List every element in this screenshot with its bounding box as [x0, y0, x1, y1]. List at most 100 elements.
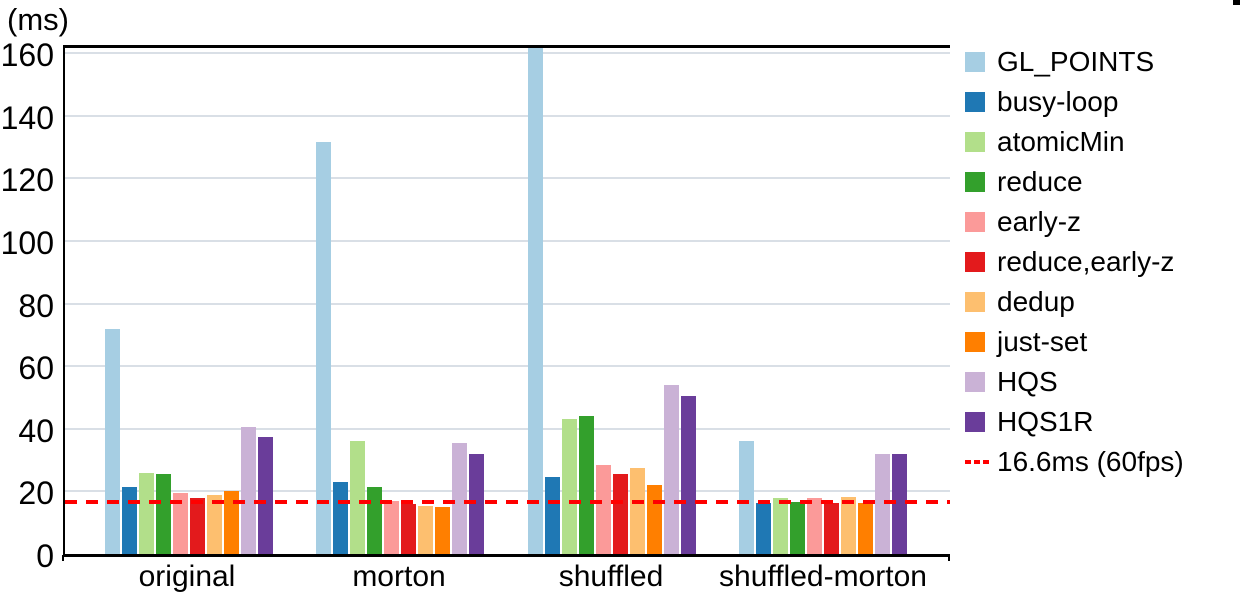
legend-item-hqs1r: HQS1R [965, 402, 1184, 442]
bar-atomicmin-shuffled-morton [773, 497, 789, 554]
bar-dedup-shuffled-morton [841, 497, 857, 554]
legend-swatch-gl-points [965, 52, 985, 72]
bar-just-set-morton [435, 507, 451, 554]
bar-group-shuffled [506, 48, 718, 554]
legend-item-reduce: reduce [965, 162, 1184, 202]
x-label-morton: morton [352, 560, 446, 593]
bar-gl-points-shuffled-morton [739, 441, 755, 554]
bar-early-z-shuffled-morton [807, 498, 823, 554]
bar-hqs-shuffled [663, 384, 679, 554]
bar-reduce-early-z-original [189, 497, 205, 554]
bar-hqs1r-original [257, 436, 273, 554]
gridline-120 [65, 177, 950, 180]
legend-item-reference-line: 16.6ms (60fps) [965, 442, 1184, 482]
y-tick-label-160: 160 [0, 37, 54, 74]
legend-item-reduce-early-z: reduce,early-z [965, 242, 1184, 282]
bar-atomicmin-original [138, 472, 154, 554]
legend-item-early-z: early-z [965, 202, 1184, 242]
bar-dedup-original [206, 494, 222, 554]
legend-label-atomicmin: atomicMin [997, 126, 1125, 157]
bar-hqs-morton [452, 442, 468, 554]
x-label-original: original [138, 560, 236, 593]
bar-hqs-original [240, 427, 256, 554]
reference-line-16-6ms [65, 500, 950, 505]
bar-hqs1r-shuffled [680, 395, 696, 554]
legend: GL_POINTS busy-loop atomicMin reduce early-z… [965, 42, 1184, 482]
legend-dashed-line-icon [965, 460, 989, 464]
bar-group-shuffled-morton [718, 48, 930, 554]
legend-label-reduce: reduce [997, 166, 1083, 197]
gridline-60 [65, 365, 950, 368]
bar-reduce-early-z-shuffled-morton [824, 502, 840, 554]
bar-group-morton [295, 48, 507, 554]
gridline-160 [65, 52, 950, 55]
legend-label-just-set: just-set [997, 326, 1088, 357]
bar-just-set-shuffled-morton [858, 502, 874, 554]
bar-dedup-morton [418, 505, 434, 554]
y-tick-label-140: 140 [0, 99, 54, 136]
bar-just-set-original [223, 491, 239, 554]
screenshot-corner-artifact [1233, 0, 1240, 5]
bar-busy-loop-morton [333, 482, 349, 554]
bar-just-set-shuffled [646, 485, 662, 554]
legend-swatch-hqs [965, 372, 985, 392]
bar-atomicmin-morton [350, 441, 366, 554]
legend-swatch-hqs1r [965, 412, 985, 432]
gridline-80 [65, 302, 950, 305]
legend-label-hqs: HQS [997, 366, 1058, 397]
plot-area [63, 45, 950, 557]
y-tick-label-120: 120 [0, 162, 54, 199]
y-tick-label-20: 20 [18, 475, 54, 512]
bar-early-z-original [172, 492, 188, 554]
bar-busy-loop-original [121, 486, 137, 554]
legend-swatch-reduce-early-z [965, 252, 985, 272]
bar-gl-points-morton [316, 142, 332, 554]
legend-swatch-busy-loop [965, 92, 985, 112]
legend-swatch-reduce [965, 172, 985, 192]
gridline-40 [65, 427, 950, 430]
bar-reduce-early-z-shuffled [612, 474, 628, 554]
bar-gl-points-shuffled [527, 48, 543, 554]
x-axis-left-end-tick [62, 555, 64, 561]
gridline-20 [65, 490, 950, 493]
legend-item-hqs: HQS [965, 362, 1184, 402]
legend-swatch-early-z [965, 212, 985, 232]
legend-label-reduce-early-z: reduce,early-z [997, 246, 1175, 277]
bar-reduce-shuffled-morton [790, 502, 806, 554]
bar-busy-loop-shuffled [544, 477, 560, 554]
bar-reduce-early-z-morton [401, 503, 417, 554]
y-tick-label-80: 80 [18, 287, 54, 324]
x-axis-category-labels: original morton shuffled shuffled-morton [81, 560, 929, 594]
x-axis-right-end-tick [948, 555, 950, 561]
gridline-100 [65, 240, 950, 242]
bar-reduce-shuffled [578, 416, 594, 554]
y-axis-title: (ms) [7, 2, 69, 37]
legend-item-busy-loop: busy-loop [965, 82, 1184, 122]
bar-group-original [83, 48, 295, 554]
bar-gl-points-original [104, 328, 120, 554]
legend-item-just-set: just-set [965, 322, 1184, 362]
legend-label-early-z: early-z [997, 206, 1082, 237]
bar-early-z-shuffled [595, 464, 611, 554]
legend-swatch-atomicmin [965, 132, 985, 152]
legend-item-gl-points: GL_POINTS [965, 42, 1184, 82]
bar-groups [83, 48, 929, 554]
x-label-shuffled: shuffled [558, 560, 664, 593]
legend-swatch-dedup [965, 292, 985, 312]
y-tick-label-60: 60 [18, 350, 54, 387]
bar-reduce-morton [367, 486, 383, 554]
legend-item-atomicmin: atomicMin [965, 122, 1184, 162]
legend-swatch-just-set [965, 332, 985, 352]
x-label-shuffled-morton: shuffled-morton [719, 560, 927, 593]
bar-atomicmin-shuffled [561, 419, 577, 554]
legend-label-dedup: dedup [997, 286, 1075, 317]
legend-label-gl-points: GL_POINTS [997, 46, 1155, 77]
bar-dedup-shuffled [629, 467, 645, 554]
bar-early-z-morton [384, 500, 400, 554]
y-tick-label-40: 40 [18, 412, 54, 449]
bar-busy-loop-shuffled-morton [756, 502, 772, 554]
gridline-140 [65, 114, 950, 117]
y-tick-label-100: 100 [0, 225, 54, 261]
y-tick-label-0: 0 [36, 538, 54, 574]
